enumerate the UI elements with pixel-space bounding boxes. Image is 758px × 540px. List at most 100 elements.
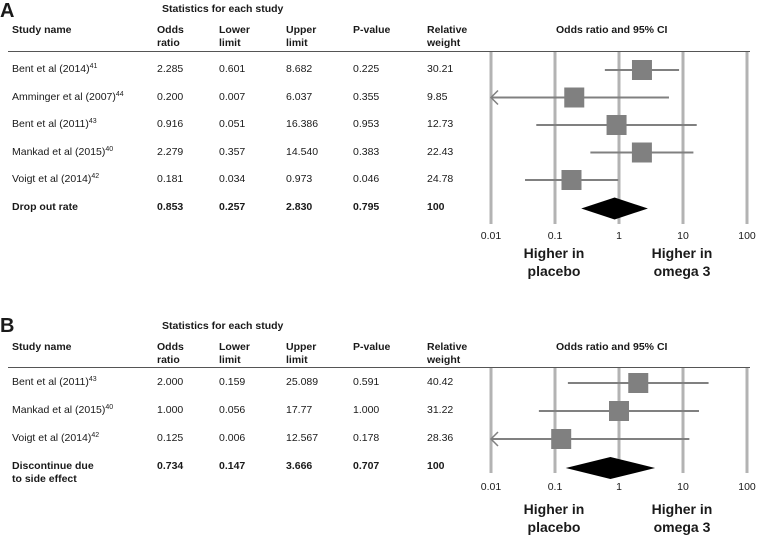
or-marker [609, 401, 629, 421]
ci-arrow [489, 431, 499, 447]
cell-lower-limit: 0.159 [219, 376, 246, 388]
or-marker [551, 429, 572, 449]
stats-title: Statistics for each study [162, 3, 284, 15]
summary-cell-upper-limit: 2.830 [286, 200, 313, 213]
col-header-study: Study name [12, 24, 72, 36]
col-header-weight: Relative weight [427, 24, 468, 49]
col-header-lower: Lower limit [219, 24, 250, 49]
cell-p-value: 0.591 [353, 376, 380, 388]
ci-arrow [489, 89, 499, 106]
x-tick-label: 0.01 [481, 481, 502, 493]
cell-p-value: 0.383 [353, 145, 380, 158]
plot-title: Odds ratio and 95% CI [556, 341, 668, 353]
study-reference: 42 [91, 173, 100, 180]
direction-label-left: Higher in placebo [524, 245, 585, 279]
cell-odds-ratio: 2.279 [157, 145, 184, 158]
cell-study-name: Bent et al (2014)41 [12, 63, 97, 75]
x-tick-label: 10 [677, 481, 689, 493]
study-reference: 40 [105, 404, 114, 411]
forest-plot-svg: 0.01 0.1 1 10 100 Higher in placebo Higher in om… [481, 368, 756, 535]
cell-p-value: 0.225 [353, 63, 380, 75]
cell-upper-limit: 8.682 [286, 63, 313, 75]
study-reference: 43 [88, 118, 97, 125]
or-marker [631, 142, 652, 163]
summary-cell-odds-ratio: 0.734 [157, 460, 184, 472]
cell-odds-ratio: 0.916 [157, 118, 184, 130]
cell-lower-limit: 0.006 [219, 432, 246, 444]
cell-p-value: 0.953 [353, 118, 380, 130]
cell-lower-limit: 0.357 [219, 145, 246, 158]
cell-odds-ratio: 2.000 [157, 376, 184, 388]
col-header-study: Study name [12, 341, 72, 353]
summary-cell-p-value: 0.707 [353, 460, 380, 472]
summary-label: Discontinue due to side effect [12, 460, 94, 485]
x-tick-label: 1 [616, 481, 622, 493]
cell-odds-ratio: 0.200 [157, 90, 184, 103]
forest-plot-panel-a: A Statistics for each study Study name O… [0, 0, 756, 279]
col-header-pvalue: P-value [353, 24, 391, 36]
x-tick-label: 0.1 [548, 481, 563, 493]
col-header-pvalue: P-value [353, 341, 391, 353]
summary-diamond [581, 197, 648, 220]
cell-study-name: Mankad et al (2015)40 [12, 404, 113, 416]
header-rule [8, 367, 750, 368]
study-reference: 40 [105, 145, 114, 153]
cell-odds-ratio: 0.125 [157, 432, 184, 444]
cell-odds-ratio: 0.181 [157, 173, 184, 185]
cell-lower-limit: 0.007 [219, 90, 246, 103]
cell-odds-ratio: 1.000 [157, 404, 184, 416]
cell-p-value: 0.046 [353, 173, 380, 185]
col-header-upper: Upper limit [286, 341, 317, 366]
direction-label-right: Higher in omega 3 [652, 245, 713, 279]
or-marker [606, 115, 627, 135]
cell-upper-limit: 12.567 [286, 432, 319, 444]
direction-label-right: Higher in omega 3 [652, 501, 713, 535]
summary-cell-relative-weight: 100 [427, 200, 445, 213]
stats-title: Statistics for each study [162, 320, 284, 332]
direction-label-left: Higher in placebo [524, 501, 585, 535]
header-rule [8, 51, 750, 52]
cell-odds-ratio: 2.285 [157, 63, 184, 75]
study-reference: 43 [88, 376, 97, 383]
x-tick-label: 100 [738, 230, 756, 242]
cell-lower-limit: 0.056 [219, 404, 246, 416]
forest-plot-panel-b: B Statistics for each study Study name O… [0, 315, 758, 540]
or-marker [561, 170, 582, 190]
study-name-text: Voigt et al (2014) [12, 432, 92, 444]
cell-relative-weight: 22.43 [427, 145, 454, 158]
cell-p-value: 0.355 [353, 90, 380, 103]
summary-cell-lower-limit: 0.147 [219, 460, 246, 472]
cell-lower-limit: 0.034 [219, 173, 246, 185]
summary-label: Drop out rate [12, 200, 78, 213]
study-name-text: Bent et al (2011) [12, 118, 89, 130]
study-reference: 42 [91, 432, 100, 439]
or-marker [564, 87, 585, 108]
cell-relative-weight: 24.78 [427, 173, 454, 185]
cell-relative-weight: 30.21 [427, 63, 454, 75]
study-reference: 41 [89, 63, 98, 70]
cell-upper-limit: 14.540 [286, 145, 319, 158]
cell-study-name: Amminger et al (2007)44 [12, 91, 124, 103]
x-tick-label: 0.1 [548, 230, 563, 242]
col-header-weight: Relative weight [427, 341, 468, 366]
col-header-upper: Upper limit [286, 24, 317, 49]
cell-upper-limit: 16.386 [286, 118, 319, 130]
or-marker [628, 373, 649, 393]
panel-letter: A [0, 0, 15, 22]
study-name-text: Bent et al (2011) [12, 376, 89, 388]
study-name-text: Mankad et al (2015) [12, 145, 106, 158]
cell-relative-weight: 40.42 [427, 376, 454, 388]
summary-cell-relative-weight: 100 [427, 460, 445, 472]
cell-p-value: 1.000 [353, 404, 380, 416]
summary-cell-odds-ratio: 0.853 [157, 200, 184, 213]
summary-cell-upper-limit: 3.666 [286, 460, 313, 472]
study-name-text: Amminger et al (2007) [12, 90, 116, 103]
x-tick-label: 100 [738, 481, 756, 493]
study-name-text: Mankad et al (2015) [12, 404, 106, 416]
cell-study-name: Voigt et al (2014)42 [12, 432, 99, 444]
cell-study-name: Voigt et al (2014)42 [12, 173, 99, 185]
cell-upper-limit: 6.037 [286, 90, 313, 103]
cell-upper-limit: 0.973 [286, 173, 313, 185]
cell-relative-weight: 28.36 [427, 432, 454, 444]
cell-relative-weight: 12.73 [427, 118, 454, 130]
